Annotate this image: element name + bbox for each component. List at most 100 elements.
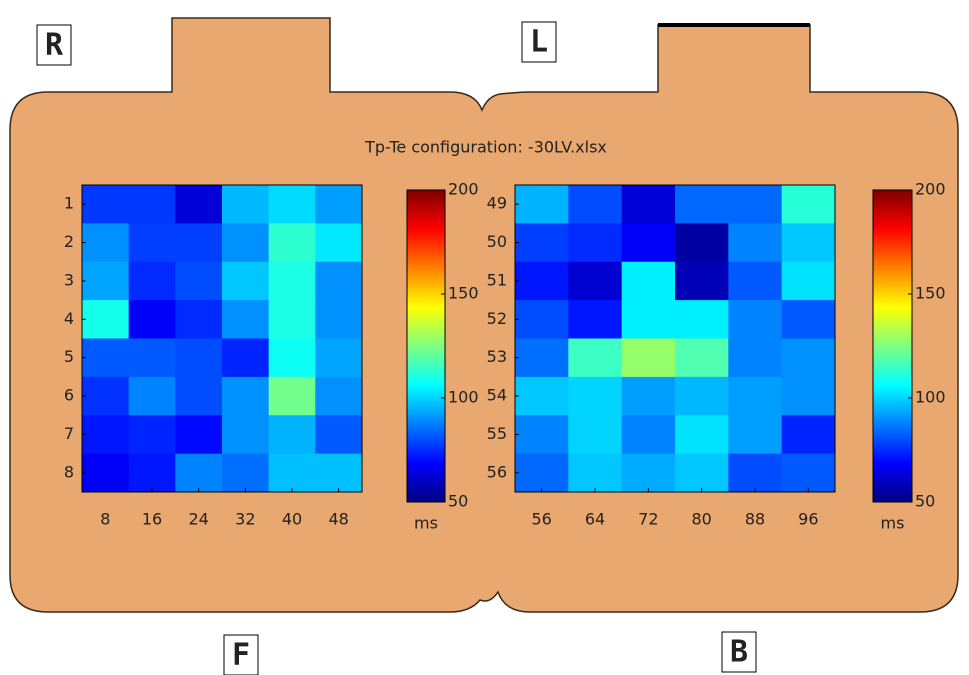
heatmap-cell	[175, 223, 222, 262]
heatmap-cell	[82, 415, 129, 454]
heatmap-cell	[675, 300, 729, 339]
heatmap-cell	[568, 339, 622, 378]
heatmap-cell	[175, 262, 222, 301]
heatmap-cell	[782, 377, 836, 416]
heatmap-cell	[175, 377, 222, 416]
y-tick-label: 5	[64, 347, 74, 366]
heatmap-cell	[269, 262, 316, 301]
corner-label: F	[232, 638, 250, 673]
x-tick-label: 88	[745, 510, 765, 529]
heatmap-cell	[222, 415, 269, 454]
heatmap-cell	[728, 185, 782, 224]
heatmap-cell	[129, 223, 176, 262]
heatmap-cell	[129, 454, 176, 493]
x-tick-label: 64	[585, 510, 605, 529]
x-tick-label: 24	[188, 510, 208, 529]
heatmap-cell	[315, 454, 362, 493]
heatmap-cell	[129, 185, 176, 224]
x-tick-label: 72	[638, 510, 658, 529]
heatmap-cell	[728, 300, 782, 339]
heatmap-cell	[269, 454, 316, 493]
y-tick-label: 7	[64, 424, 74, 443]
y-tick-label: 4	[64, 309, 74, 328]
figure: R L F B Tp-Te configuration: -30LV.xlsx …	[0, 0, 969, 675]
y-tick-label: 54	[487, 386, 507, 405]
heatmap-cell	[515, 185, 569, 224]
heatmap-cell	[782, 339, 836, 378]
heatmap-cell	[622, 223, 676, 262]
heatmap-cell	[622, 185, 676, 224]
y-tick-label: 1	[64, 194, 74, 213]
heatmap-cell	[515, 262, 569, 301]
heatmap-cell	[175, 454, 222, 493]
colorbar-tick-label: 150	[448, 284, 479, 303]
heatmap-cell	[568, 454, 622, 493]
y-tick-label: 56	[487, 462, 507, 481]
heatmap-cell	[315, 377, 362, 416]
colorbar-tick-label: 50	[448, 492, 468, 511]
chart-title: Tp-Te configuration: -30LV.xlsx	[364, 138, 607, 157]
heatmap-cell	[728, 415, 782, 454]
heatmap-cell	[515, 223, 569, 262]
heatmap-cell	[175, 300, 222, 339]
heatmap-cell	[82, 454, 129, 493]
heatmap-cell	[782, 454, 836, 493]
heatmap-cell	[269, 300, 316, 339]
heatmap-cell	[222, 377, 269, 416]
heatmap-cell	[728, 454, 782, 493]
colorbar-unit: ms	[881, 514, 905, 533]
y-tick-label: 51	[487, 270, 507, 289]
x-tick-label: 96	[798, 510, 818, 529]
x-tick-label: 8	[100, 510, 110, 529]
heatmap-cell	[728, 262, 782, 301]
heatmap-cell	[675, 377, 729, 416]
y-tick-label: 55	[487, 424, 507, 443]
x-tick-label: 16	[142, 510, 162, 529]
heatmap-cell	[622, 339, 676, 378]
x-tick-label: 32	[235, 510, 255, 529]
heatmap-cell	[129, 300, 176, 339]
heatmap-cell	[315, 223, 362, 262]
corner-label: R	[45, 28, 64, 63]
corner-label: L	[530, 25, 548, 60]
y-tick-label: 49	[487, 194, 507, 213]
y-tick-label: 6	[64, 386, 74, 405]
heatmap-cell	[622, 300, 676, 339]
colorbar-tick-label: 50	[915, 492, 935, 511]
heatmap-cell	[675, 454, 729, 493]
heatmap-cell	[129, 339, 176, 378]
heatmap-cell	[269, 223, 316, 262]
heatmap-cell	[269, 339, 316, 378]
heatmap-cell	[728, 223, 782, 262]
heatmap-cell	[568, 415, 622, 454]
heatmap-cell	[728, 339, 782, 378]
x-tick-label: 56	[531, 510, 551, 529]
heatmap-cell	[222, 223, 269, 262]
heatmap-cell	[515, 377, 569, 416]
heatmap-cell	[82, 300, 129, 339]
heatmap-cell	[269, 185, 316, 224]
heatmap-cell	[175, 415, 222, 454]
heatmap-cell	[129, 262, 176, 301]
heatmap-cell	[315, 262, 362, 301]
heatmap-cell	[315, 339, 362, 378]
colorbar-tick-label: 200	[915, 180, 946, 199]
heatmap-cell	[675, 415, 729, 454]
heatmap-cell	[782, 300, 836, 339]
heatmap-cell	[782, 415, 836, 454]
corner-label: B	[730, 635, 748, 670]
y-tick-label: 52	[487, 309, 507, 328]
y-tick-label: 2	[64, 232, 74, 251]
heatmap-cell	[222, 339, 269, 378]
heatmap-cell	[622, 262, 676, 301]
heatmap-cell	[675, 262, 729, 301]
heatmap-cell	[675, 223, 729, 262]
heatmap-cell	[129, 415, 176, 454]
y-tick-label: 53	[487, 347, 507, 366]
y-tick-label: 50	[487, 232, 507, 251]
heatmap-cell	[622, 454, 676, 493]
heatmap-cell	[82, 185, 129, 224]
colorbar-tick-label: 200	[448, 180, 479, 199]
heatmap-cell	[622, 415, 676, 454]
heatmap-cell	[222, 300, 269, 339]
